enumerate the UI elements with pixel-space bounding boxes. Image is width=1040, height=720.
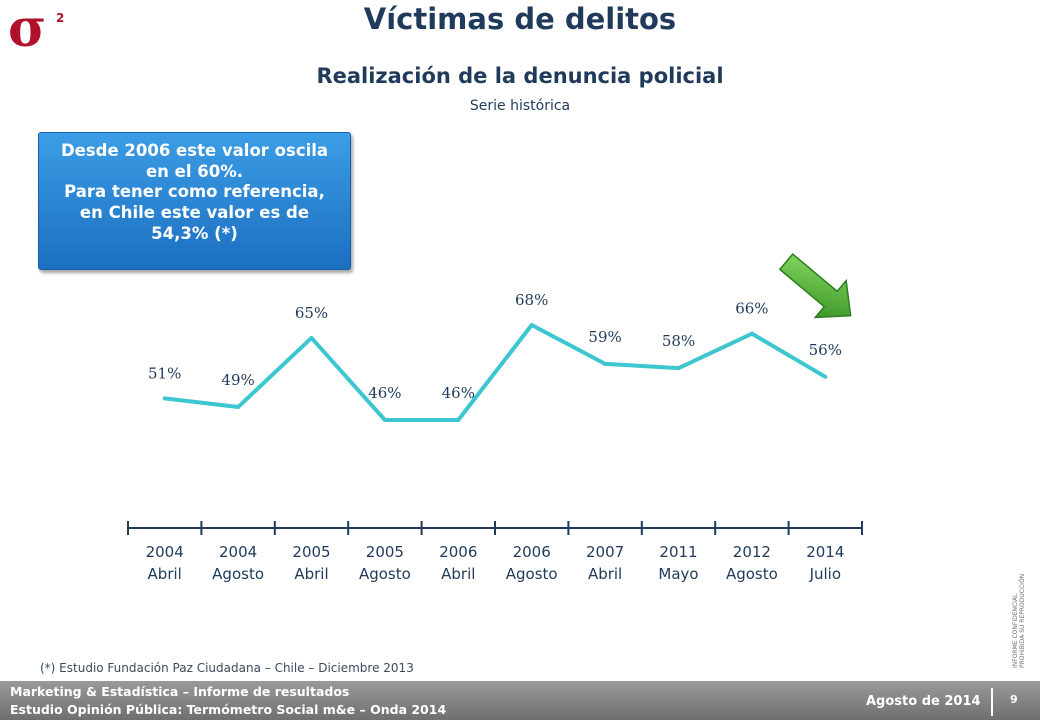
page-number: 9 (1010, 693, 1018, 706)
footer-divider (991, 688, 993, 716)
data-point (456, 418, 461, 422)
page-title: Víctimas de delitos (363, 2, 677, 36)
x-tick-label-year: 2011 (659, 543, 697, 561)
x-tick-label: 2004 Abril (146, 543, 184, 583)
data-point (676, 366, 681, 371)
x-tick-label-month: Agosto (359, 565, 411, 583)
chart-subtitle: Serie histórica (469, 98, 571, 114)
x-tick-label-month: Mayo (658, 565, 698, 583)
x-tick-label-year: 2007 (586, 543, 624, 561)
series-line (164, 323, 827, 422)
data-point (382, 418, 387, 422)
x-tick-label-year: 2006 (439, 543, 477, 561)
x-tick-label-month: Abril (148, 565, 182, 583)
x-tick-label-month: Abril (588, 565, 622, 583)
data-label: 46% (368, 384, 401, 402)
logo-sigma: σ (8, 4, 46, 50)
callout-line: Para tener como referencia, (64, 182, 325, 202)
callout-line: en Chile este valor es de (79, 202, 310, 222)
x-tick-label-year: 2005 (366, 543, 404, 561)
x-tick-label: 2007 Abril (586, 543, 624, 583)
x-tick-label-year: 2012 (733, 543, 771, 561)
data-label: 51% (148, 364, 181, 382)
data-label: 59% (588, 328, 621, 346)
data-label: 46% (442, 384, 475, 402)
data-label: 65% (295, 304, 328, 322)
x-tick-label: 2005 Agosto (359, 543, 411, 583)
x-tick-label-month: Abril (294, 565, 328, 583)
chart-title: Realización de la denuncia policial (316, 64, 724, 88)
x-tick-label-month: Julio (809, 565, 841, 583)
x-tick-label-year: 2006 (513, 543, 551, 561)
data-point (162, 396, 167, 401)
data-label: 68% (515, 291, 548, 309)
data-label: 58% (662, 332, 695, 350)
x-tick-label-month: Agosto (506, 565, 558, 583)
data-point (823, 374, 828, 379)
x-tick-label: 2011 Mayo (658, 543, 698, 583)
x-tick-label: 2012 Agosto (726, 543, 778, 583)
x-tick-label: 2006 Agosto (506, 543, 558, 583)
confidential-line: PROHIBIDA SU REPRODUCCIÓN (1018, 573, 1026, 668)
footer-line-1: Marketing & Estadística – Informe de res… (10, 684, 350, 699)
data-point (529, 323, 534, 327)
x-tick-label-year: 2005 (292, 543, 330, 561)
brand-logo: σ 2 (8, 4, 64, 50)
data-point (603, 361, 608, 366)
callout-line: Desde 2006 este valor oscila (60, 141, 329, 160)
data-point (236, 405, 241, 410)
data-point (309, 335, 314, 340)
footnote: (*) Estudio Fundación Paz Ciudadana – Ch… (40, 661, 414, 675)
footer-date: Agosto de 2014 (866, 694, 981, 709)
x-tick-label-month: Abril (441, 565, 475, 583)
x-tick-label: 2005 Abril (292, 543, 330, 583)
data-label: 66% (735, 300, 768, 318)
x-tick-label-year: 2014 (806, 543, 844, 561)
callout-line: 54,3% (*) (151, 223, 238, 243)
confidential-note: INFORME CONFIDENCIAL PROHIBIDA SU REPROD… (1012, 573, 1027, 668)
trend-arrow-shape (778, 253, 852, 319)
data-label: 56% (809, 341, 842, 359)
x-tick-label-year: 2004 (219, 543, 257, 561)
footer-line-2: Estudio Opinión Pública: Termómetro Soci… (10, 702, 447, 717)
data-label: 49% (221, 371, 254, 389)
data-point (749, 331, 754, 336)
footer-bar: Marketing & Estadística – Informe de res… (0, 681, 1040, 720)
x-tick-label-year: 2004 (146, 543, 184, 561)
x-tick-label-month: Agosto (726, 565, 778, 583)
x-tick-label: 2006 Abril (439, 543, 477, 583)
x-tick-label: 2014 Julio (806, 543, 844, 583)
logo-superscript: 2 (56, 11, 64, 25)
trend-down-arrow (778, 253, 852, 319)
callout-line: en el 60%. (145, 161, 244, 181)
x-tick-label: 2004 Agosto (212, 543, 264, 583)
x-tick-label-month: Agosto (212, 565, 264, 583)
callout-box: Desde 2006 este valor oscila en el 60%. … (38, 132, 351, 270)
